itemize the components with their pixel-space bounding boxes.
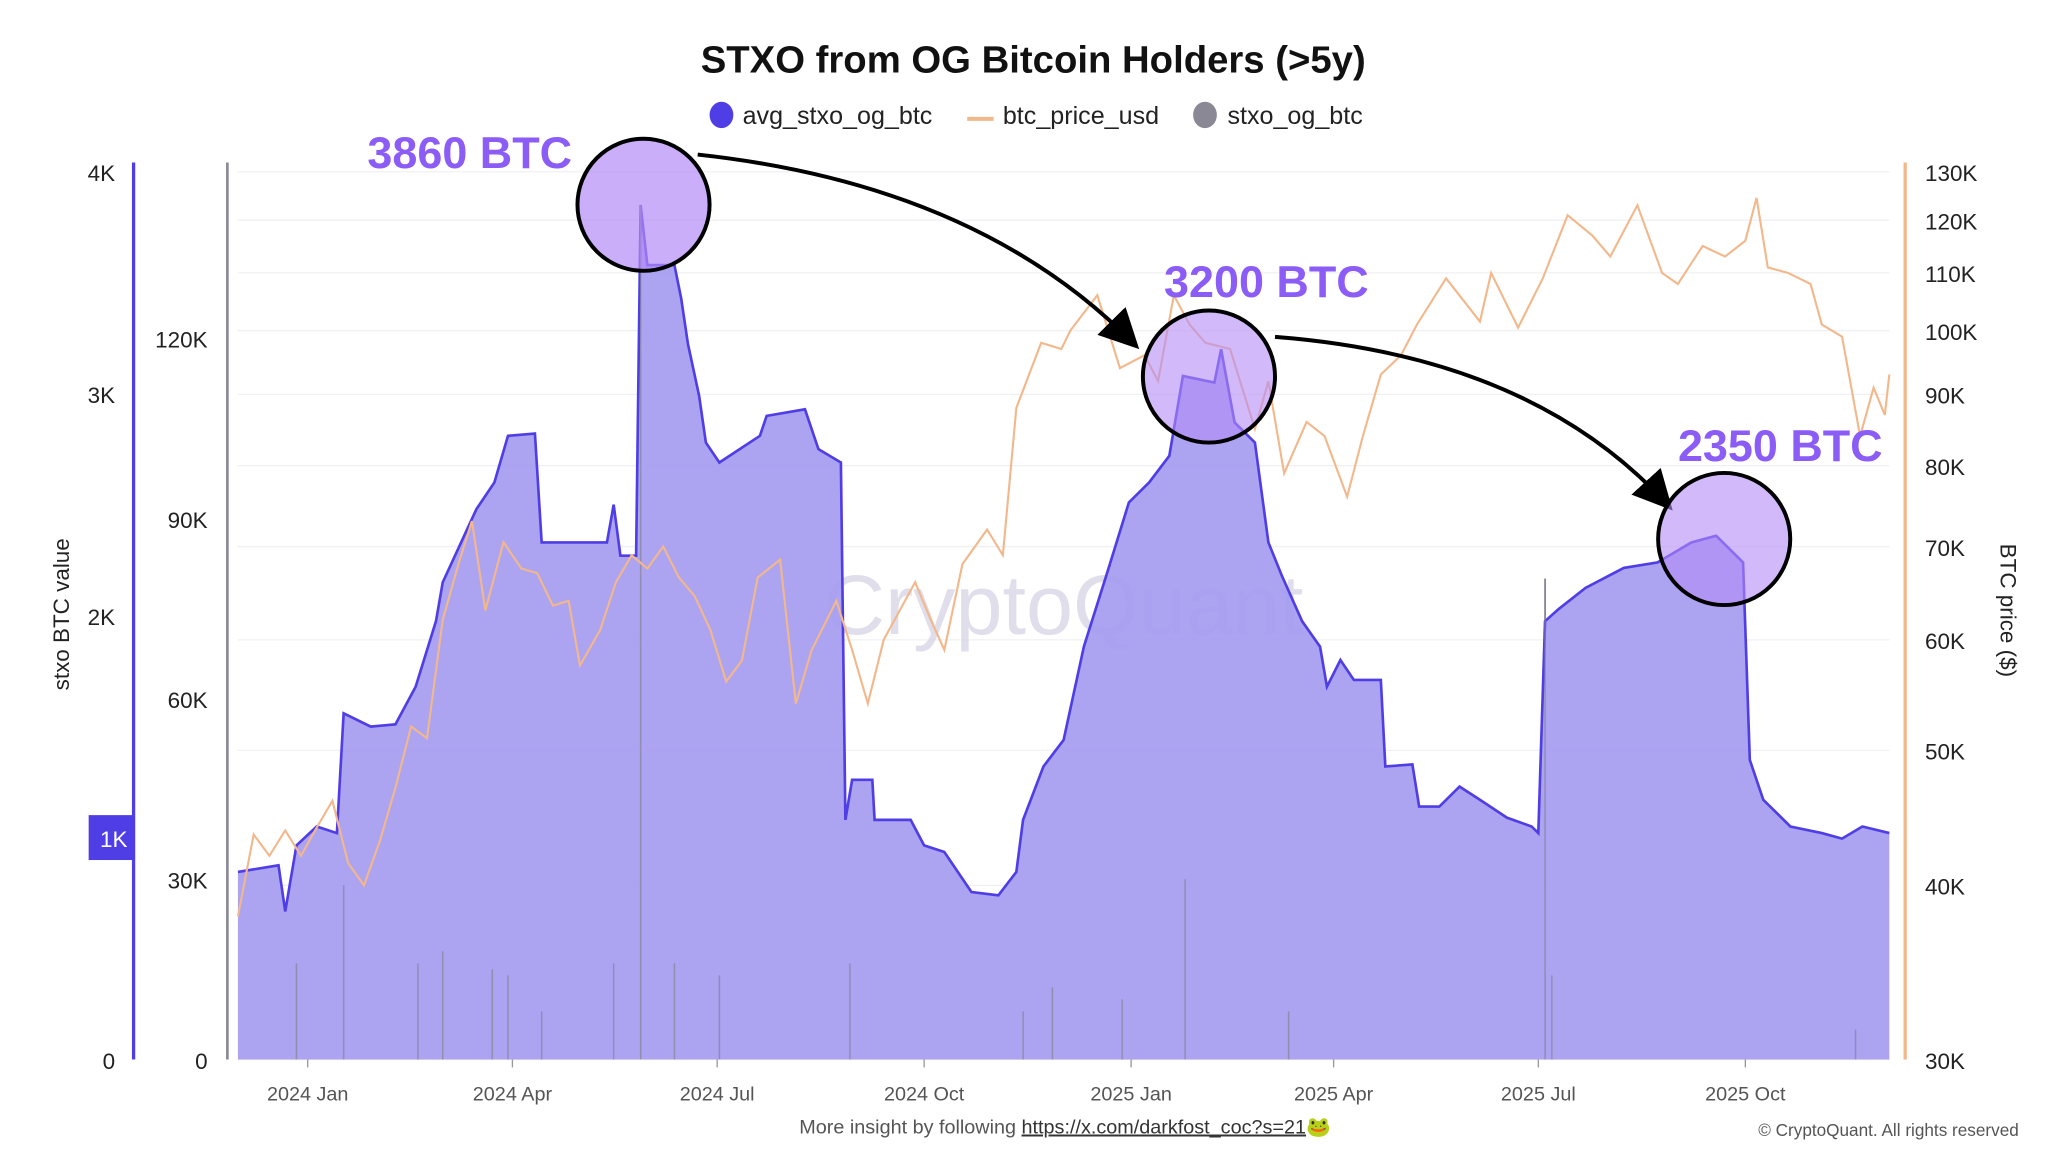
avg-tick-label: 1K: [100, 827, 127, 852]
stxo-tick-label: 0: [195, 1049, 207, 1074]
stxo-tick-label: 90K: [168, 508, 208, 533]
avg-tick-label: 0: [103, 1049, 115, 1074]
avg-tick-highlight: [88, 815, 134, 861]
price-tick-label: 40K: [1925, 875, 1965, 900]
annotation-circle-1: [575, 136, 712, 273]
avg-axis-title: stxo BTC value: [49, 538, 74, 690]
avg-area: [237, 204, 1890, 1060]
x-tick-label: 2024 Oct: [884, 1083, 965, 1105]
x-tick-label: 2024 Jul: [680, 1083, 755, 1105]
stxo-tick-label: 120K: [155, 327, 207, 352]
y-axis-ticks: 0 1K 2K 3K 4K 0 30K 60K 90K 120K 30K 40K 50K 60K 70K 80…: [88, 161, 1978, 1074]
arrow-1: [697, 152, 1140, 350]
price-tick-label: 120K: [1925, 209, 1977, 234]
x-tick-label: 2025 Oct: [1705, 1083, 1786, 1105]
legend-item-avg[interactable]: avg_stxo_og_btc: [709, 101, 933, 130]
copyright: © CryptoQuant. All rights reserved: [1758, 1120, 2019, 1140]
price-tick-label: 70K: [1925, 536, 1965, 561]
x-tick-label: 2025 Jan: [1090, 1083, 1171, 1105]
annotation-circle-2: [1140, 308, 1277, 445]
x-axis-ticks: 2024 Jan 2024 Apr 2024 Jul 2024 Oct 2025 Jan…: [267, 1059, 1786, 1105]
legend-item-stxo[interactable]: stxo_og_btc: [1193, 101, 1363, 130]
price-tick-label: 60K: [1925, 629, 1965, 654]
price-tick-label: 110K: [1925, 262, 1976, 287]
footer-link[interactable]: https://x.com/darkfost_coc?s=21: [1022, 1117, 1306, 1139]
price-tick-label: 50K: [1925, 739, 1965, 764]
avg-tick-label: 4K: [88, 161, 115, 186]
stxo-tick-label: 30K: [168, 868, 208, 893]
legend-label-price: btc_price_usd: [1003, 102, 1159, 130]
price-tick-label: 100K: [1925, 320, 1977, 345]
legend-label-avg: avg_stxo_og_btc: [743, 102, 933, 130]
legend: avg_stxo_og_btc btc_price_usd stxo_og_bt…: [709, 101, 1363, 130]
footer-text: More insight by following https://x.com/…: [799, 1117, 1330, 1139]
arrow-2: [1274, 334, 1673, 511]
annotation-label-3: 2350 BTC: [1678, 420, 1883, 471]
avg-line: [237, 204, 1890, 912]
legend-label-stxo: stxo_og_btc: [1227, 102, 1362, 130]
footer-prefix: More insight by following: [799, 1117, 1021, 1139]
price-axis-title: BTC price ($): [1995, 544, 2020, 677]
stxo-tick-label: 60K: [168, 688, 208, 713]
chart-title: STXO from OG Bitcoin Holders (>5y): [701, 39, 1366, 82]
annotation-circle-3: [1656, 470, 1793, 608]
x-tick-label: 2024 Jan: [267, 1083, 348, 1105]
avg-tick-label: 2K: [88, 605, 115, 630]
legend-marker-stxo: [1193, 101, 1217, 129]
price-tick-label: 130K: [1925, 161, 1977, 186]
x-tick-label: 2024 Apr: [473, 1083, 553, 1105]
price-tick-label: 90K: [1925, 384, 1965, 409]
price-line: [236, 197, 1891, 917]
legend-marker-avg: [709, 101, 734, 129]
annotation-label-1: 3860 BTC: [367, 127, 572, 178]
price-line-path: [236, 197, 1891, 917]
annotations: 3860 BTC 3200 BTC 2350 BTC: [367, 127, 1883, 608]
avg-tick-label: 3K: [88, 383, 115, 408]
price-tick-label: 30K: [1925, 1049, 1965, 1074]
annotation-label-2: 3200 BTC: [1164, 256, 1369, 307]
frog-emoji-icon: 🐸: [1306, 1117, 1331, 1139]
price-tick-label: 80K: [1925, 455, 1965, 480]
x-tick-label: 2025 Jul: [1501, 1083, 1576, 1105]
legend-item-price[interactable]: btc_price_usd: [967, 102, 1159, 130]
avg-area-fill: [237, 205, 1890, 1060]
x-tick-label: 2025 Apr: [1294, 1083, 1374, 1105]
